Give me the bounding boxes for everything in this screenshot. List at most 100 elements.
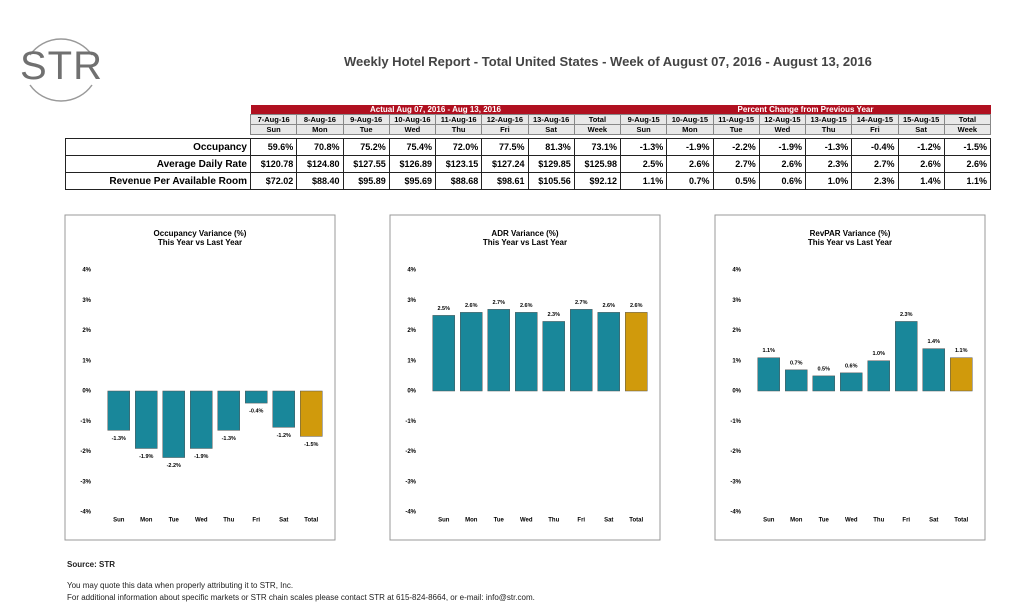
report-table: Actual Aug 07, 2016 - Aug 13, 2016 Percen… (65, 105, 992, 190)
footer: Source: STR You may quote this data when… (67, 560, 535, 605)
bar (570, 309, 593, 392)
x-tick-label: Total (629, 518, 643, 524)
bar (217, 390, 240, 431)
y-tick-label: -4% (405, 510, 416, 516)
y-tick-label: 1% (407, 358, 416, 364)
group-row: Actual Aug 07, 2016 - Aug 13, 2016 Percen… (66, 105, 991, 115)
value-label: -2.2% (167, 463, 181, 469)
y-tick-label: 2% (407, 328, 416, 334)
bar (812, 375, 835, 392)
x-tick-label: Tue (494, 518, 505, 524)
data-row: Average Daily Rate $120.78 $124.80 $127.55 $… (65, 155, 992, 173)
y-tick-label: 3% (82, 298, 91, 304)
x-tick-label: Tue (819, 518, 830, 524)
x-tick-label: Wed (520, 518, 533, 524)
x-tick-label: Thu (223, 518, 234, 524)
value-label: -1.3% (222, 436, 236, 442)
y-tick-label: -2% (405, 449, 416, 455)
x-tick-label: Fri (252, 518, 260, 524)
x-tick-label: Wed (195, 518, 208, 524)
value-label: 1.1% (955, 348, 968, 354)
y-tick-label: -1% (730, 419, 741, 425)
y-tick-label: 4% (82, 268, 91, 274)
value-label: 0.5% (817, 366, 830, 372)
footer-line: For additional information about specifi… (67, 593, 535, 602)
dates-row: 7-Aug-16 8-Aug-16 9-Aug-16 10-Aug-16 11-Aug-… (66, 114, 992, 125)
logo-ring (29, 38, 93, 102)
bar (542, 321, 565, 392)
cell: $88.40 (296, 172, 344, 190)
y-tick-label: -4% (80, 510, 91, 516)
value-label: 2.6% (520, 303, 533, 309)
cell: $98.61 (481, 172, 529, 190)
cell: 0.7% (666, 172, 714, 190)
y-tick-label: 4% (732, 268, 741, 274)
group-header: Percent Change from Previous Year (620, 105, 991, 115)
bar (432, 315, 455, 392)
x-tick-label: Sun (763, 518, 775, 524)
bar (300, 390, 323, 437)
y-tick-label: -1% (405, 419, 416, 425)
chart-title: ADR Variance (%) (491, 229, 558, 238)
value-label: 2.5% (437, 306, 450, 312)
x-tick-label: Thu (548, 518, 559, 524)
bar (107, 390, 130, 431)
y-tick-label: 1% (82, 358, 91, 364)
value-label: 2.3% (547, 312, 560, 318)
value-label: 2.6% (602, 303, 615, 309)
value-label: 2.6% (465, 303, 478, 309)
bar (272, 390, 295, 428)
bar (515, 312, 538, 392)
chart-frame (714, 214, 986, 541)
y-tick-label: 0% (407, 389, 416, 395)
x-tick-label: Mon (465, 518, 478, 524)
bar (840, 372, 863, 392)
group-header: Actual Aug 07, 2016 - Aug 13, 2016 (250, 105, 621, 115)
cell: 1.1% (943, 172, 992, 190)
chart-frame (389, 214, 661, 541)
chart-subtitle: This Year vs Last Year (808, 238, 892, 247)
x-tick-label: Total (304, 518, 318, 524)
x-tick-label: Fri (577, 518, 585, 524)
y-tick-label: -4% (730, 510, 741, 516)
value-label: 0.6% (845, 363, 858, 369)
value-label: -1.9% (194, 454, 208, 460)
y-tick-label: -2% (730, 449, 741, 455)
value-label: -1.2% (277, 433, 291, 439)
value-label: 2.7% (492, 300, 505, 306)
bar (785, 369, 808, 392)
bar (190, 390, 213, 449)
bar (162, 390, 185, 458)
value-label: 0.7% (790, 360, 803, 366)
bar (922, 348, 945, 392)
cell: 1.0% (804, 172, 853, 190)
row-label: Revenue Per Available Room (65, 172, 251, 190)
day-header: Week (943, 124, 992, 135)
chart-title: Occupancy Variance (%) (154, 229, 247, 238)
data-row: Revenue Per Available Room $72.02 $88.40 $9… (65, 172, 992, 190)
x-tick-label: Mon (790, 518, 803, 524)
chart-frame (64, 214, 336, 541)
bar (460, 312, 483, 392)
x-tick-label: Mon (140, 518, 153, 524)
x-tick-label: Tue (169, 518, 180, 524)
value-label: 2.7% (575, 300, 588, 306)
bar (597, 312, 620, 392)
x-tick-label: Sat (929, 518, 938, 524)
bar (895, 321, 918, 392)
x-tick-label: Thu (873, 518, 884, 524)
report-title: Weekly Hotel Report - Total United State… (344, 54, 872, 69)
bar (135, 390, 158, 449)
y-tick-label: 3% (407, 298, 416, 304)
cell: 1.1% (619, 172, 668, 190)
x-tick-label: Wed (845, 518, 858, 524)
y-tick-label: -3% (405, 479, 416, 485)
value-label: 2.3% (900, 312, 913, 318)
y-tick-label: 4% (407, 268, 416, 274)
source: Source: STR (67, 560, 116, 569)
days-row: Sun Mon Tue Wed Thu Fri Sat Week Sun Mon Tue Wed Thu… (66, 124, 992, 135)
chart-subtitle: This Year vs Last Year (483, 238, 567, 247)
value-label: 1.0% (872, 351, 885, 357)
x-tick-label: Fri (902, 518, 910, 524)
